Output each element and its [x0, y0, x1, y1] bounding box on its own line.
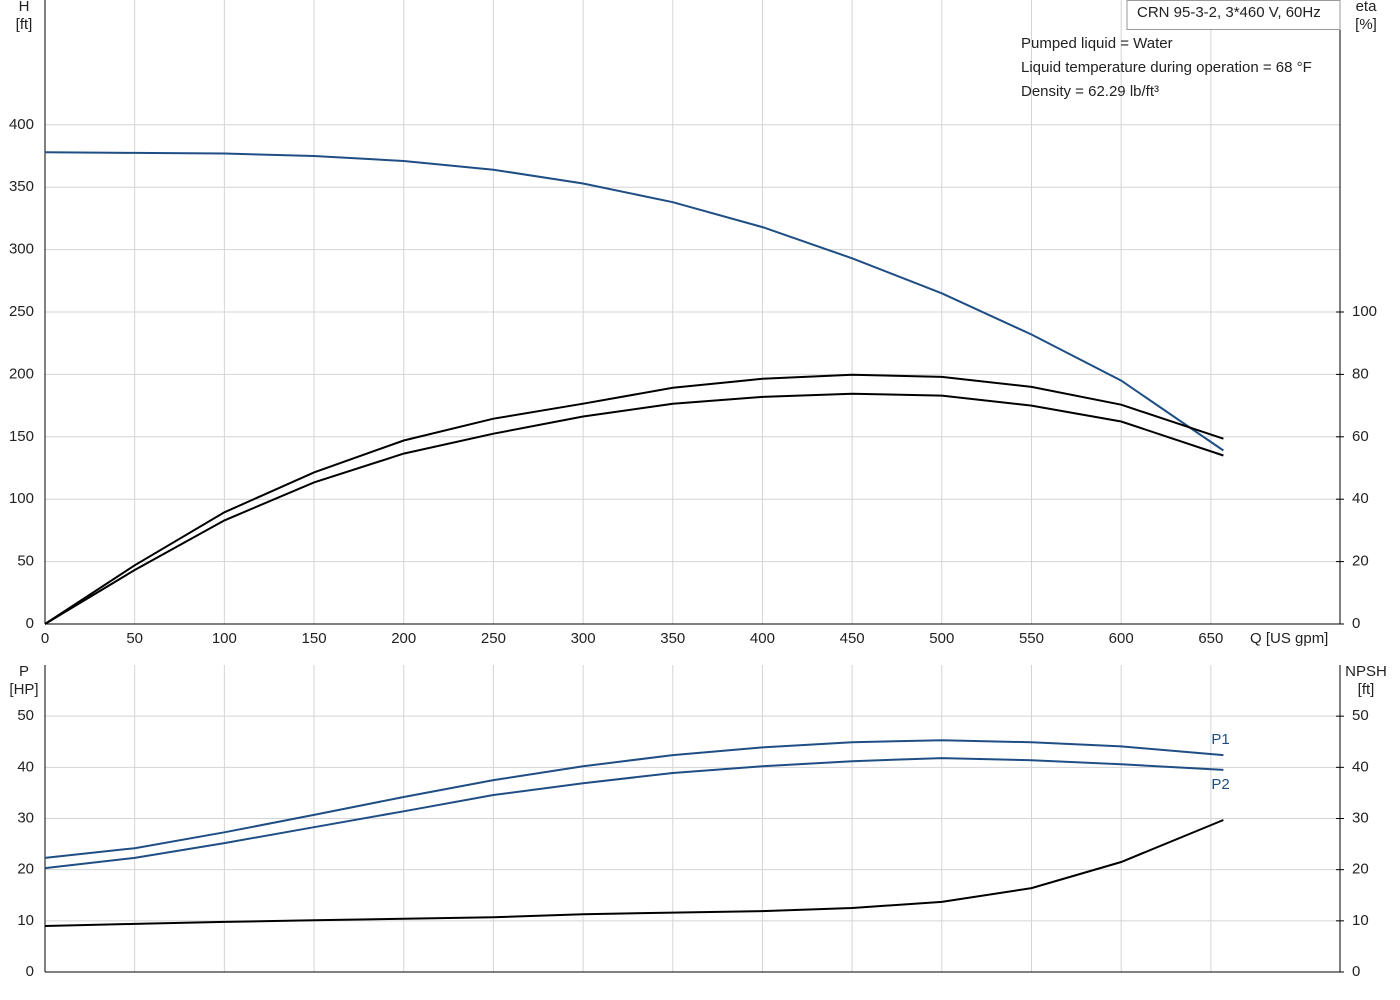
- y2-tick-label: 60: [1352, 428, 1369, 445]
- series-line: [44, 819, 1224, 927]
- y-tick-label: 200: [9, 365, 34, 382]
- series-line: [44, 739, 1224, 859]
- title-box: [1126, 0, 1341, 30]
- y-axis-label: P: [19, 663, 29, 680]
- y2-axis-label: NPSH: [1345, 663, 1387, 680]
- y-tick-label: 50: [17, 707, 34, 724]
- x-tick-label: 150: [302, 630, 327, 647]
- x-tick-label: 0: [41, 630, 49, 647]
- annotation: Density = 62.29 lb/ft³: [1021, 83, 1159, 100]
- y2-tick-label: 20: [1352, 553, 1369, 570]
- x-tick-label: 250: [481, 630, 506, 647]
- x-tick-label: 200: [391, 630, 416, 647]
- series-label: P2: [1211, 776, 1229, 793]
- x-tick-label: 450: [840, 630, 865, 647]
- y-tick-label: 50: [17, 553, 34, 570]
- y-tick-label: 0: [26, 615, 34, 632]
- y-tick-label: 30: [17, 809, 34, 826]
- series-label: P1: [1211, 731, 1229, 748]
- x-tick-label: 650: [1198, 630, 1223, 647]
- x-tick-label: 300: [571, 630, 596, 647]
- y-tick-label: 300: [9, 241, 34, 258]
- y-axis-label: [HP]: [9, 681, 38, 698]
- series-line: [44, 151, 1224, 452]
- x-tick-label: 100: [212, 630, 237, 647]
- x-tick-label: 600: [1109, 630, 1134, 647]
- y2-tick-label: 0: [1352, 615, 1360, 632]
- y2-tick-label: 20: [1352, 861, 1369, 878]
- x-tick-label: 500: [929, 630, 954, 647]
- y2-tick-label: 100: [1352, 303, 1377, 320]
- y-tick-label: 10: [17, 912, 34, 929]
- y-tick-label: 40: [17, 758, 34, 775]
- annotation: Pumped liquid = Water: [1021, 35, 1173, 52]
- x-tick-label: 400: [750, 630, 775, 647]
- x-tick-label: 50: [126, 630, 143, 647]
- y2-axis-label: [%]: [1355, 16, 1377, 33]
- y2-tick-label: 30: [1352, 809, 1369, 826]
- y-tick-label: 250: [9, 303, 34, 320]
- y2-axis-label: eta: [1356, 0, 1378, 15]
- y-tick-label: 400: [9, 116, 34, 133]
- y2-tick-label: 50: [1352, 707, 1369, 724]
- y2-tick-label: 80: [1352, 365, 1369, 382]
- y2-tick-label: 40: [1352, 758, 1369, 775]
- y-tick-label: 100: [9, 490, 34, 507]
- series-line: [44, 757, 1224, 870]
- y-tick-label: 350: [9, 178, 34, 195]
- x-axis-label: Q [US gpm]: [1250, 630, 1328, 647]
- y2-tick-label: 10: [1352, 912, 1369, 929]
- chart-title: CRN 95-3-2, 3*460 V, 60Hz: [1137, 4, 1321, 21]
- y-tick-label: 0: [26, 963, 34, 980]
- series-line: [44, 392, 1224, 625]
- y-axis-label: H: [19, 0, 30, 15]
- y2-axis-label: [ft]: [1358, 681, 1375, 698]
- y2-tick-label: 0: [1352, 963, 1360, 980]
- series-line: [44, 373, 1224, 625]
- x-tick-label: 550: [1019, 630, 1044, 647]
- y-tick-label: 150: [9, 428, 34, 445]
- x-tick-label: 350: [660, 630, 685, 647]
- y-tick-label: 20: [17, 861, 34, 878]
- y2-tick-label: 40: [1352, 490, 1369, 507]
- annotation: Liquid temperature during operation = 68…: [1021, 59, 1312, 76]
- y-axis-label: [ft]: [16, 16, 33, 33]
